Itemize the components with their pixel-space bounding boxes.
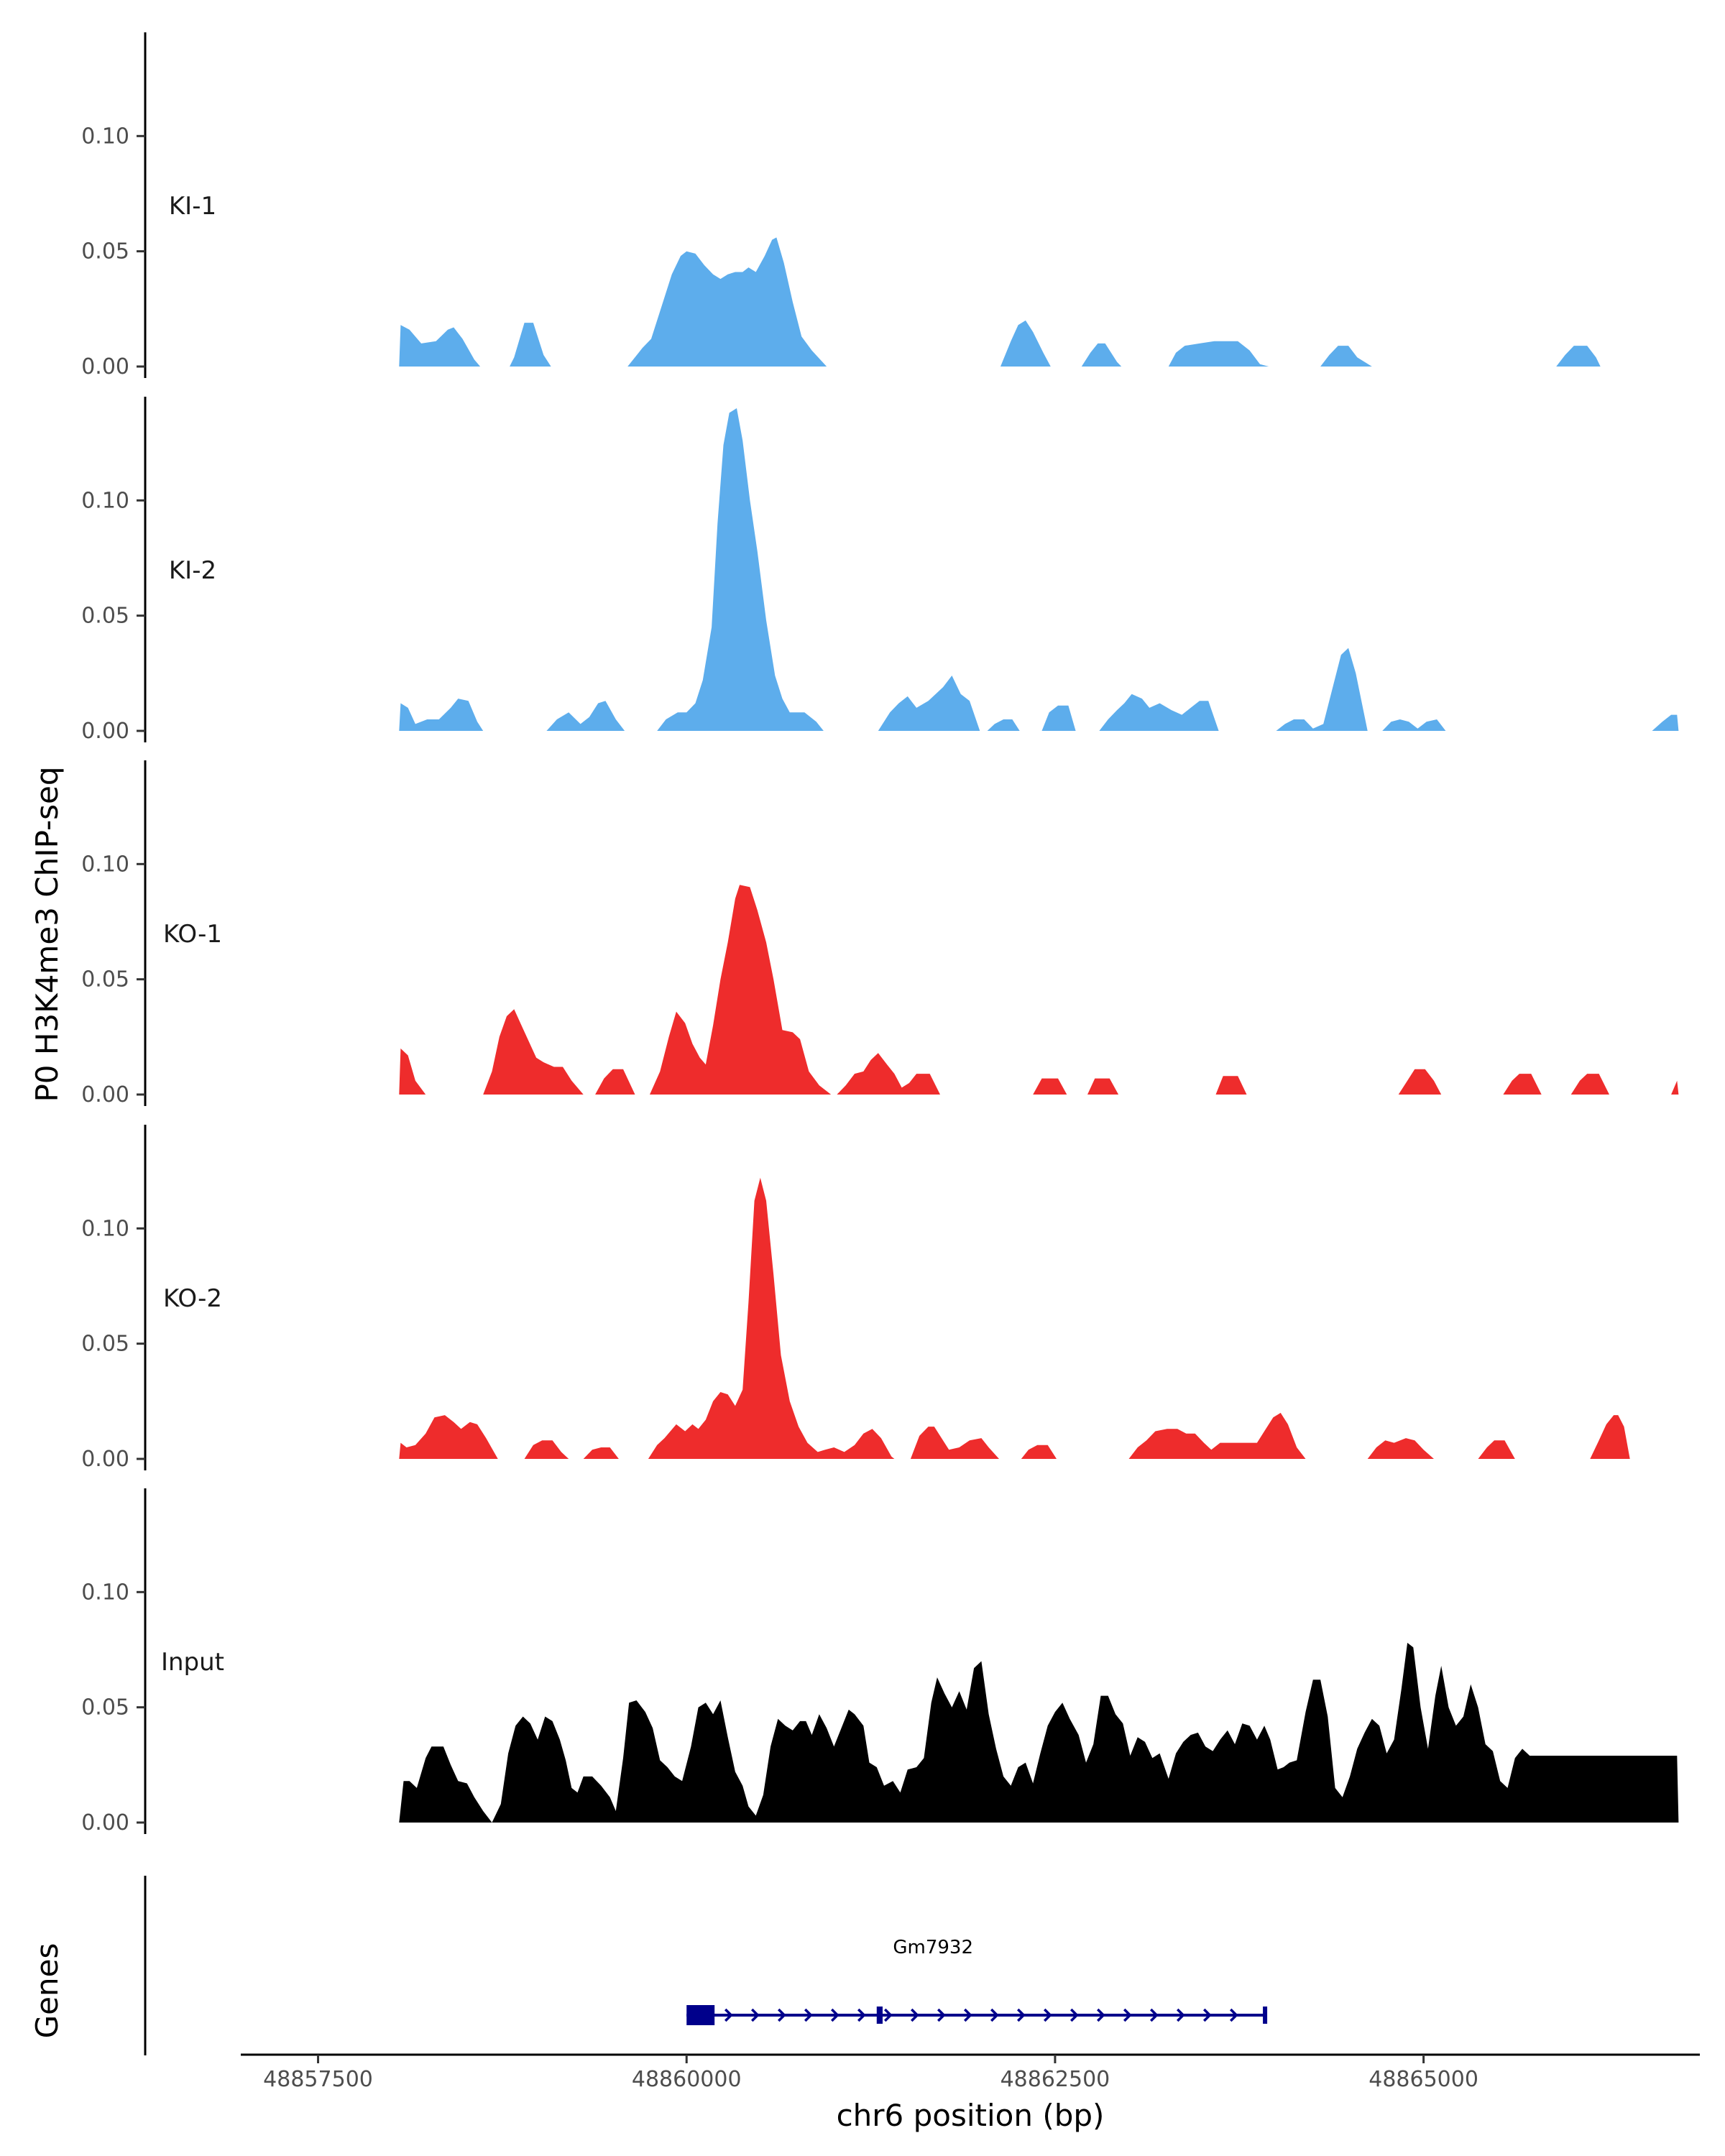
x-axis-title: chr6 position (bp) xyxy=(837,2098,1105,2133)
strand-arrow xyxy=(857,2008,866,2022)
y-axis-title: P0 H3K4me3 ChIP-seq xyxy=(29,766,65,1102)
signal-area-ko-1 xyxy=(399,885,1679,1095)
y-tick-label: 0.05 xyxy=(81,1695,129,1720)
y-tick-label: 0.05 xyxy=(81,967,129,992)
track-label-input: Input xyxy=(161,1648,224,1677)
y-tick-label: 0.10 xyxy=(81,1216,129,1241)
strand-arrow xyxy=(1043,2008,1052,2022)
strand-arrow xyxy=(990,2008,999,2022)
y-tick-label: 0.00 xyxy=(81,354,129,379)
strand-arrow xyxy=(1123,2008,1132,2022)
signal-area-input xyxy=(399,1642,1679,1823)
y-tick-label: 0.00 xyxy=(81,1810,129,1835)
y-tick-label: 0.10 xyxy=(81,124,129,149)
track-panel-ki-1: 0.00 0.05 0.10 KI-1 xyxy=(81,32,1601,379)
strand-arrow xyxy=(937,2008,946,2022)
strand-arrow xyxy=(777,2008,786,2022)
y-tick-label: 0.10 xyxy=(81,1580,129,1605)
track-panel-ki-2: 0.00 0.05 0.10 KI-2 xyxy=(81,397,1679,744)
exon-block xyxy=(686,2005,715,2025)
strand-arrow xyxy=(724,2008,733,2022)
x-tick-label: 48862500 xyxy=(1000,2067,1110,2092)
strand-arrow xyxy=(1149,2008,1159,2022)
strand-arrow xyxy=(1096,2008,1105,2022)
y-tick-label: 0.05 xyxy=(81,604,129,629)
track-label-ko-2: KO-2 xyxy=(163,1284,222,1313)
strand-arrow xyxy=(1016,2008,1026,2022)
exon-block xyxy=(876,2007,883,2024)
track-label-ko-1: KO-1 xyxy=(163,920,222,949)
strand-arrow xyxy=(830,2008,840,2022)
genes-layer: Gm7932 xyxy=(144,1876,1268,2055)
x-tick-label: 48860000 xyxy=(632,2067,742,2092)
y-tick-label: 0.10 xyxy=(81,852,129,877)
track-panel-ko-1: 0.00 0.05 0.10 KO-1 xyxy=(81,760,1679,1107)
y-tick-label: 0.00 xyxy=(81,1082,129,1107)
exon-block xyxy=(1263,2007,1268,2024)
strand-arrow xyxy=(750,2008,760,2022)
genes-axis-title: Genes xyxy=(29,1943,65,2039)
strand-arrow xyxy=(1070,2008,1079,2022)
gene-gm7932: Gm7932 xyxy=(686,1937,1268,2025)
strand-arrow xyxy=(804,2008,813,2022)
strand-arrow xyxy=(1176,2008,1185,2022)
y-tick-label: 0.00 xyxy=(81,719,129,744)
signal-area-ki-1 xyxy=(399,237,1601,367)
tracks-layer: 0.00 0.05 0.10 KI-1 0.00 0.05 0.10 KI-2 0.00 0.05… xyxy=(81,32,1679,1835)
x-axis: 48857500 48860000 48862500 48865000 xyxy=(241,2053,1700,2092)
track-label-ki-2: KI-2 xyxy=(169,556,216,585)
track-panel-ko-2: 0.00 0.05 0.10 KO-2 xyxy=(81,1125,1630,1472)
x-tick-label: 48857500 xyxy=(263,2067,373,2092)
signal-area-ki-2 xyxy=(399,408,1679,731)
strand-arrow xyxy=(910,2008,919,2022)
strand-arrow xyxy=(1202,2008,1212,2022)
strand-arrow xyxy=(1229,2008,1238,2022)
strand-arrow xyxy=(963,2008,972,2022)
strand-arrow xyxy=(883,2008,893,2022)
track-panel-input: 0.00 0.05 0.10 Input xyxy=(81,1488,1679,1835)
y-tick-label: 0.05 xyxy=(81,239,129,264)
y-tick-label: 0.00 xyxy=(81,1447,129,1472)
track-label-ki-1: KI-1 xyxy=(169,192,216,221)
y-tick-label: 0.05 xyxy=(81,1332,129,1357)
x-tick-label: 48865000 xyxy=(1368,2067,1478,2092)
gene-label: Gm7932 xyxy=(893,1937,973,1958)
y-tick-label: 0.10 xyxy=(81,488,129,513)
